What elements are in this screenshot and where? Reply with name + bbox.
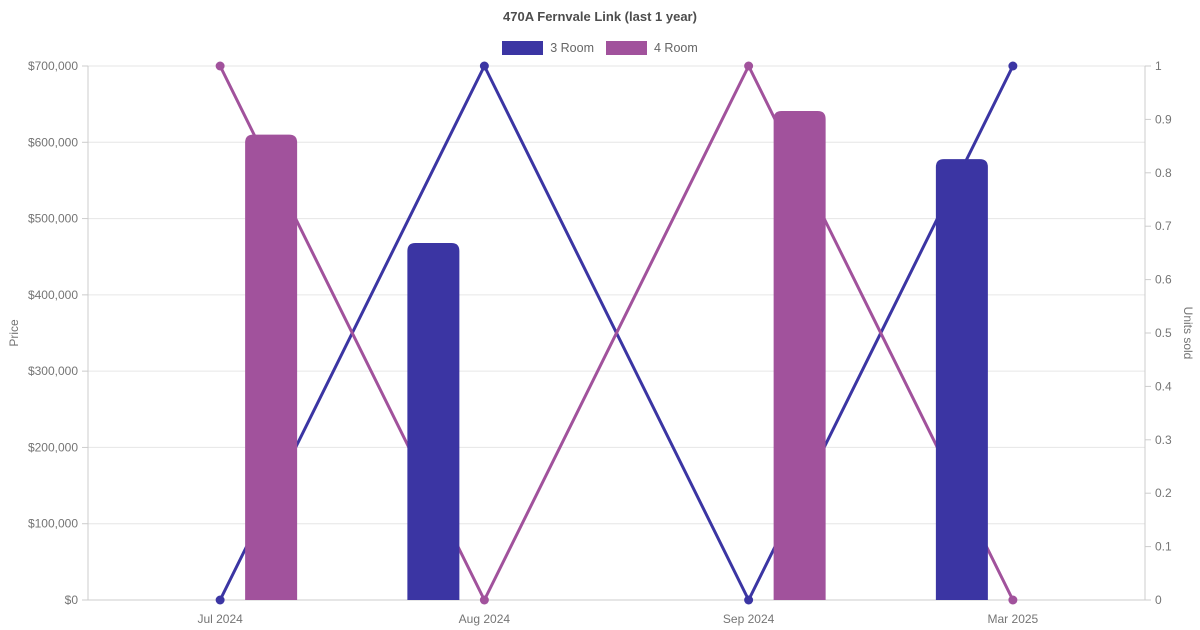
right-axis-tick-label: 1 [1155,59,1162,73]
right-axis-tick-label: 0.7 [1155,219,1172,233]
right-axis-tick-label: 0.5 [1155,326,1172,340]
legend-label-3-room: 3 Room [550,41,594,55]
left-axis-tick-label: $400,000 [28,288,78,302]
right-axis-tick-label: 0.2 [1155,486,1172,500]
right-axis-tick-label: 0.4 [1155,379,1172,393]
point-4-room-mar-2025[interactable] [1008,595,1018,605]
point-3-room-aug-2024[interactable] [479,61,489,71]
legend-item-4-room[interactable]: 4 Room [606,41,698,55]
bar-3-room-aug-2024[interactable] [407,242,460,601]
x-axis-tick-label: Sep 2024 [723,612,775,626]
left-axis-tick-label: $700,000 [28,59,78,73]
point-3-room-mar-2025[interactable] [1008,61,1018,71]
x-axis-tick-label: Jul 2024 [197,612,243,626]
legend-item-3-room[interactable]: 3 Room [502,41,594,55]
point-4-room-jul-2024[interactable] [215,61,225,71]
legend-swatch-4-room [606,41,647,55]
left-axis-tick-label: $300,000 [28,364,78,378]
point-4-room-sep-2024[interactable] [744,61,754,71]
chart-title: 470A Fernvale Link (last 1 year) [503,9,697,24]
left-axis-tick-label: $0 [65,593,79,607]
left-axis-tick-label: $600,000 [28,135,78,149]
right-axis-tick-label: 0.1 [1155,540,1172,554]
left-axis-tick-label: $100,000 [28,517,78,531]
point-3-room-jul-2024[interactable] [215,595,225,605]
x-axis-tick-label: Aug 2024 [459,612,511,626]
legend-label-4-room: 4 Room [654,41,698,55]
bar-3-room-mar-2025[interactable] [935,159,988,600]
right-axis-tick-label: 0.6 [1155,273,1172,287]
point-3-room-sep-2024[interactable] [744,595,754,605]
right-axis-tick-label: 0.9 [1155,112,1172,126]
legend: 3 Room 4 Room [0,41,1200,55]
right-axis-tick-label: 0.3 [1155,433,1172,447]
legend-swatch-3-room [502,41,544,55]
right-axis-tick-label: 0 [1155,593,1162,607]
left-axis-tick-label: $200,000 [28,440,78,454]
bar-4-room-sep-2024[interactable] [773,111,826,600]
left-axis-tick-label: $500,000 [28,212,78,226]
bar-4-room-jul-2024[interactable] [245,134,298,600]
point-4-room-aug-2024[interactable] [479,595,489,605]
right-axis-tick-label: 0.8 [1155,166,1172,180]
x-axis-tick-label: Mar 2025 [988,612,1039,626]
line-4-room[interactable] [218,64,1015,602]
